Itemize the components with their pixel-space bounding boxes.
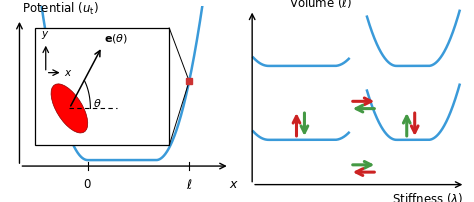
Text: $x$: $x$ xyxy=(64,68,72,78)
Text: $x$: $x$ xyxy=(228,178,238,191)
Text: Potential $(u_{\mathrm{t}})$: Potential $(u_{\mathrm{t}})$ xyxy=(22,1,99,17)
Text: $0$: $0$ xyxy=(83,178,92,191)
Text: $y$: $y$ xyxy=(42,29,50,41)
Text: $\ell$: $\ell$ xyxy=(186,178,192,192)
Text: Stiffness $(\lambda)$: Stiffness $(\lambda)$ xyxy=(392,191,464,202)
Text: $\mathbf{e}(\theta)$: $\mathbf{e}(\theta)$ xyxy=(104,32,128,45)
Bar xyxy=(35,28,169,145)
Text: Volume $(\ell)$: Volume $(\ell)$ xyxy=(289,0,353,10)
Text: $\theta$: $\theta$ xyxy=(93,97,102,108)
Ellipse shape xyxy=(51,84,88,133)
